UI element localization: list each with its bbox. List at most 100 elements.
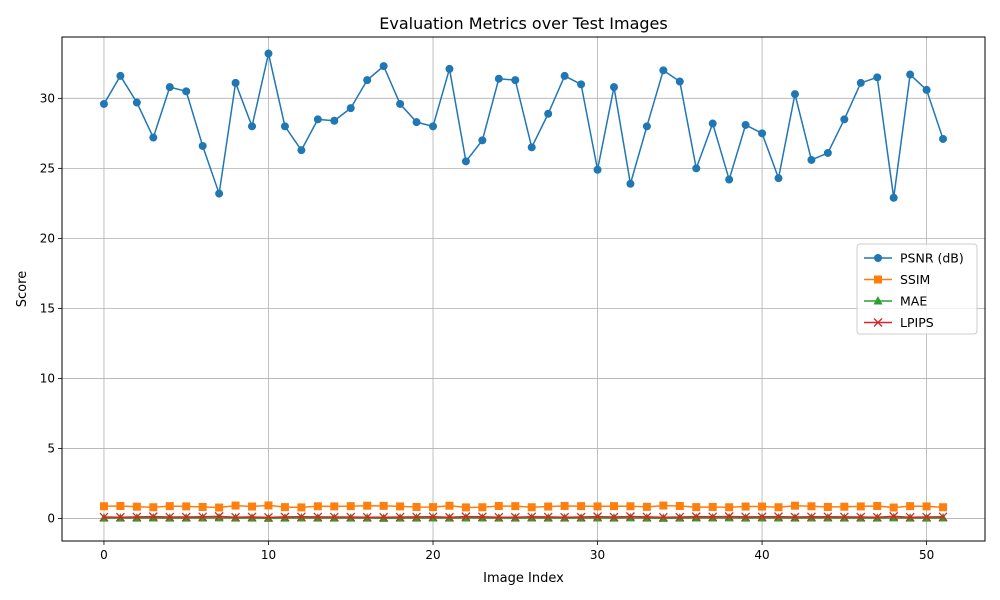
legend-label: LPIPS	[900, 315, 934, 330]
data-point-ssim	[511, 502, 520, 511]
data-point-psnr-db	[725, 175, 734, 184]
x-marker-stroke	[691, 512, 701, 522]
data-point-psnr-db	[494, 74, 503, 83]
data-point-psnr-db	[215, 189, 224, 198]
data-point-psnr-db	[346, 104, 355, 113]
data-point-ssim	[790, 501, 799, 510]
y-tick-label: 30	[40, 91, 55, 105]
data-point-ssim	[873, 501, 882, 510]
data-point-lpips	[313, 512, 323, 522]
data-point-psnr-db	[527, 143, 536, 152]
x-tick-label: 20	[425, 548, 440, 562]
data-point-lpips	[642, 512, 652, 522]
data-point-lpips	[148, 512, 158, 522]
x-marker-stroke	[873, 318, 883, 327]
x-marker-stroke	[905, 512, 915, 522]
data-point-psnr-db	[790, 90, 799, 99]
x-marker-stroke	[872, 512, 882, 522]
data-point-ssim	[280, 503, 289, 512]
data-point-psnr-db	[741, 120, 750, 129]
data-point-psnr-db	[873, 73, 882, 82]
x-marker-stroke	[428, 512, 438, 522]
data-point-ssim	[330, 502, 339, 511]
data-point-lpips	[560, 512, 570, 522]
data-point-ssim	[182, 502, 191, 511]
x-marker-stroke	[675, 512, 685, 522]
x-tick-label: 50	[919, 548, 934, 562]
data-point-ssim	[889, 503, 898, 512]
data-point-lpips	[247, 512, 257, 522]
data-point-ssim	[626, 502, 635, 511]
x-marker-stroke	[313, 512, 323, 522]
data-point-ssim	[132, 502, 141, 511]
data-point-ssim	[379, 501, 388, 510]
data-point-lpips	[477, 512, 487, 522]
x-marker-stroke	[724, 512, 734, 521]
data-point-lpips	[806, 512, 816, 522]
data-point-ssim	[363, 501, 372, 510]
data-point-lpips	[296, 512, 306, 522]
data-point-psnr-db	[379, 62, 388, 71]
y-tick-label: 5	[47, 441, 55, 455]
data-point-ssim	[429, 503, 438, 512]
data-point-ssim	[264, 501, 273, 510]
legend-box	[856, 243, 978, 335]
data-point-psnr-db	[149, 133, 158, 142]
x-marker-stroke	[658, 512, 668, 522]
x-marker-stroke	[296, 512, 306, 522]
data-point-ssim	[231, 501, 240, 510]
data-point-psnr-db	[774, 174, 783, 183]
data-point-ssim	[198, 502, 207, 511]
data-point-lpips	[724, 512, 734, 521]
data-point-psnr-db	[116, 71, 125, 80]
x-marker-stroke	[165, 512, 175, 522]
data-point-ssim	[840, 502, 849, 511]
data-point-ssim	[906, 502, 915, 511]
data-point-lpips	[741, 512, 751, 522]
data-point-psnr-db	[429, 122, 438, 131]
data-point-ssim	[939, 503, 948, 512]
data-point-lpips	[214, 511, 224, 521]
data-point-lpips	[675, 512, 685, 522]
data-point-lpips	[329, 512, 339, 522]
legend-marker	[873, 318, 883, 327]
x-marker-stroke	[757, 512, 767, 522]
data-point-lpips	[510, 512, 520, 522]
data-point-psnr-db	[758, 129, 767, 138]
data-point-ssim	[593, 502, 602, 511]
x-marker-stroke	[823, 512, 833, 522]
y-tick-label: 15	[40, 301, 55, 315]
data-point-lpips	[412, 512, 422, 522]
data-point-lpips	[395, 512, 405, 522]
legend-label: PSNR (dB)	[900, 251, 964, 266]
data-point-lpips	[181, 512, 191, 522]
data-point-lpips	[543, 512, 553, 522]
x-marker-stroke	[741, 512, 751, 522]
legend-marker	[873, 296, 883, 305]
series-line-psnr-db	[103, 52, 944, 199]
x-marker-stroke	[181, 512, 191, 522]
data-point-lpips	[379, 512, 389, 522]
data-point-psnr-db	[461, 157, 470, 166]
x-marker-stroke	[922, 512, 932, 522]
x-marker-stroke	[938, 512, 948, 522]
x-marker-stroke	[790, 512, 800, 522]
data-point-ssim	[807, 502, 816, 511]
data-point-psnr-db	[165, 83, 174, 92]
x-marker-stroke	[560, 512, 570, 522]
data-point-psnr-db	[889, 193, 898, 202]
y-tick-label: 25	[40, 161, 55, 175]
x-marker-stroke	[543, 512, 553, 522]
data-point-ssim	[922, 502, 931, 511]
plot-frame	[61, 36, 986, 542]
data-point-ssim	[412, 502, 421, 511]
data-point-psnr-db	[593, 165, 602, 174]
data-point-lpips	[905, 512, 915, 522]
data-point-ssim	[741, 502, 750, 511]
x-marker-stroke	[510, 512, 520, 522]
data-point-psnr-db	[231, 78, 240, 87]
data-point-psnr-db	[248, 122, 257, 131]
series-psnr-db	[99, 49, 948, 202]
x-marker-stroke	[856, 512, 866, 522]
